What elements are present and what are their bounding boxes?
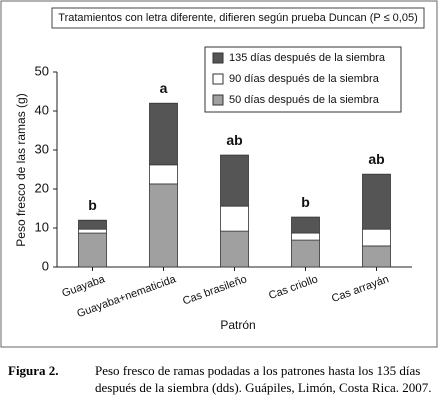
y-tick-label: 10: [35, 219, 49, 234]
caption-text: Peso fresco de ramas podadas a los patro…: [95, 363, 432, 395]
significance-letter: ab: [368, 151, 384, 167]
x-tick-label: Cas criollo: [267, 273, 319, 302]
bar-segment: [291, 232, 320, 241]
x-axis-label: Patrón: [220, 318, 255, 332]
legend-swatch: [212, 73, 224, 85]
bar-segment: [149, 164, 178, 185]
bar-segment: [78, 219, 107, 230]
bar-segment: [220, 154, 249, 207]
bar-segment: [149, 183, 178, 268]
significance-letter: b: [301, 194, 310, 210]
bar-segment: [291, 216, 320, 234]
bar-segment: [220, 205, 249, 232]
caption-label: Figura 2.: [8, 363, 59, 378]
bar-segment: [78, 228, 107, 234]
significance-letter: a: [160, 80, 168, 96]
legend-box: [204, 46, 402, 113]
note: Tratamientos con letra diferente, difier…: [58, 12, 417, 24]
legend-label: 90 días después de la siembra: [229, 73, 380, 85]
legend-swatch: [212, 52, 224, 64]
note-box: [51, 7, 425, 29]
legend-label: 50 días después de la siembra: [229, 94, 380, 106]
frame: [0, 0, 438, 348]
chart: Tratamientos con letra diferente, difier…: [0, 0, 438, 348]
legend-swatch: [212, 94, 224, 106]
bar-segment: [291, 239, 320, 268]
y-axis-label: Peso fresco de las ramas (g): [14, 93, 28, 246]
bar-segment: [362, 228, 391, 247]
legend-label: 135 días después de la siembra: [229, 52, 386, 64]
x-tick-label: Cas brasileño: [181, 273, 248, 307]
bar-segment: [149, 102, 178, 166]
significance-letter: b: [88, 197, 97, 213]
bar-segment: [362, 173, 391, 230]
bar-segment: [220, 230, 249, 268]
caption: Figura 2. Peso fresco de ramas podadas a…: [8, 362, 433, 396]
y-tick-label: 0: [42, 258, 49, 273]
significance-letter: ab: [226, 132, 242, 148]
y-tick-label: 30: [35, 141, 49, 156]
y-tick-label: 40: [35, 102, 49, 117]
bar-segment: [362, 245, 391, 268]
y-tick-label: 20: [35, 180, 49, 195]
y-tick-label: 50: [35, 63, 49, 78]
x-tick-label: Guayaba: [60, 273, 107, 300]
bar-segment: [78, 232, 107, 268]
x-tick-label: Cas arrayán: [330, 273, 390, 305]
